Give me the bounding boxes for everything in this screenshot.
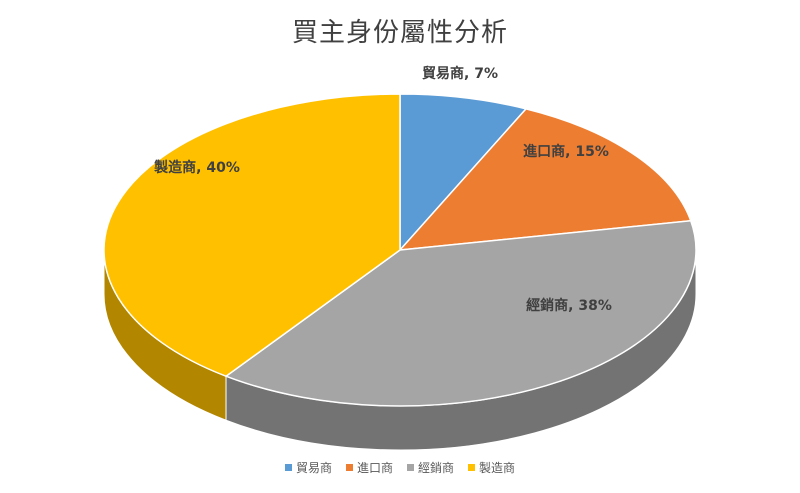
legend-swatch xyxy=(468,464,476,471)
legend-label: 進口商 xyxy=(356,461,393,475)
legend-item-distributor: 經銷商 xyxy=(407,459,454,476)
pie-slices xyxy=(103,93,697,407)
legend-item-manufacturer: 製造商 xyxy=(468,459,515,476)
chart-title: 買主身份屬性分析 xyxy=(291,18,508,48)
pie-slice-importer xyxy=(398,108,692,251)
data-labels: 貿易商, 7% 進口商, 15% 經銷商, 38% 製造商, 40% xyxy=(153,65,612,314)
legend-label: 製造商 xyxy=(479,461,516,475)
data-label-manufacturer: 製造商, 40% xyxy=(153,159,240,176)
legend-item-importer: 進口商 xyxy=(345,459,393,476)
legend-item-trading: 貿易商 xyxy=(284,459,332,476)
data-label-importer: 進口商, 15% xyxy=(523,143,609,160)
pie-slice-distributor xyxy=(224,219,697,407)
legend-label: 經銷商 xyxy=(418,461,455,475)
legend-swatch xyxy=(284,464,292,471)
pie-slice-trading xyxy=(399,93,528,252)
pie-slice-manufacturer xyxy=(103,93,401,378)
data-label-distributor: 經銷商, 38% xyxy=(526,297,612,314)
legend-label: 貿易商 xyxy=(295,461,332,475)
legend: 貿易商 進口商 經銷商 製造商 xyxy=(0,459,800,476)
legend-swatch xyxy=(345,464,353,471)
legend-swatch xyxy=(407,464,414,471)
data-label-trading: 貿易商, 7% xyxy=(422,65,498,82)
